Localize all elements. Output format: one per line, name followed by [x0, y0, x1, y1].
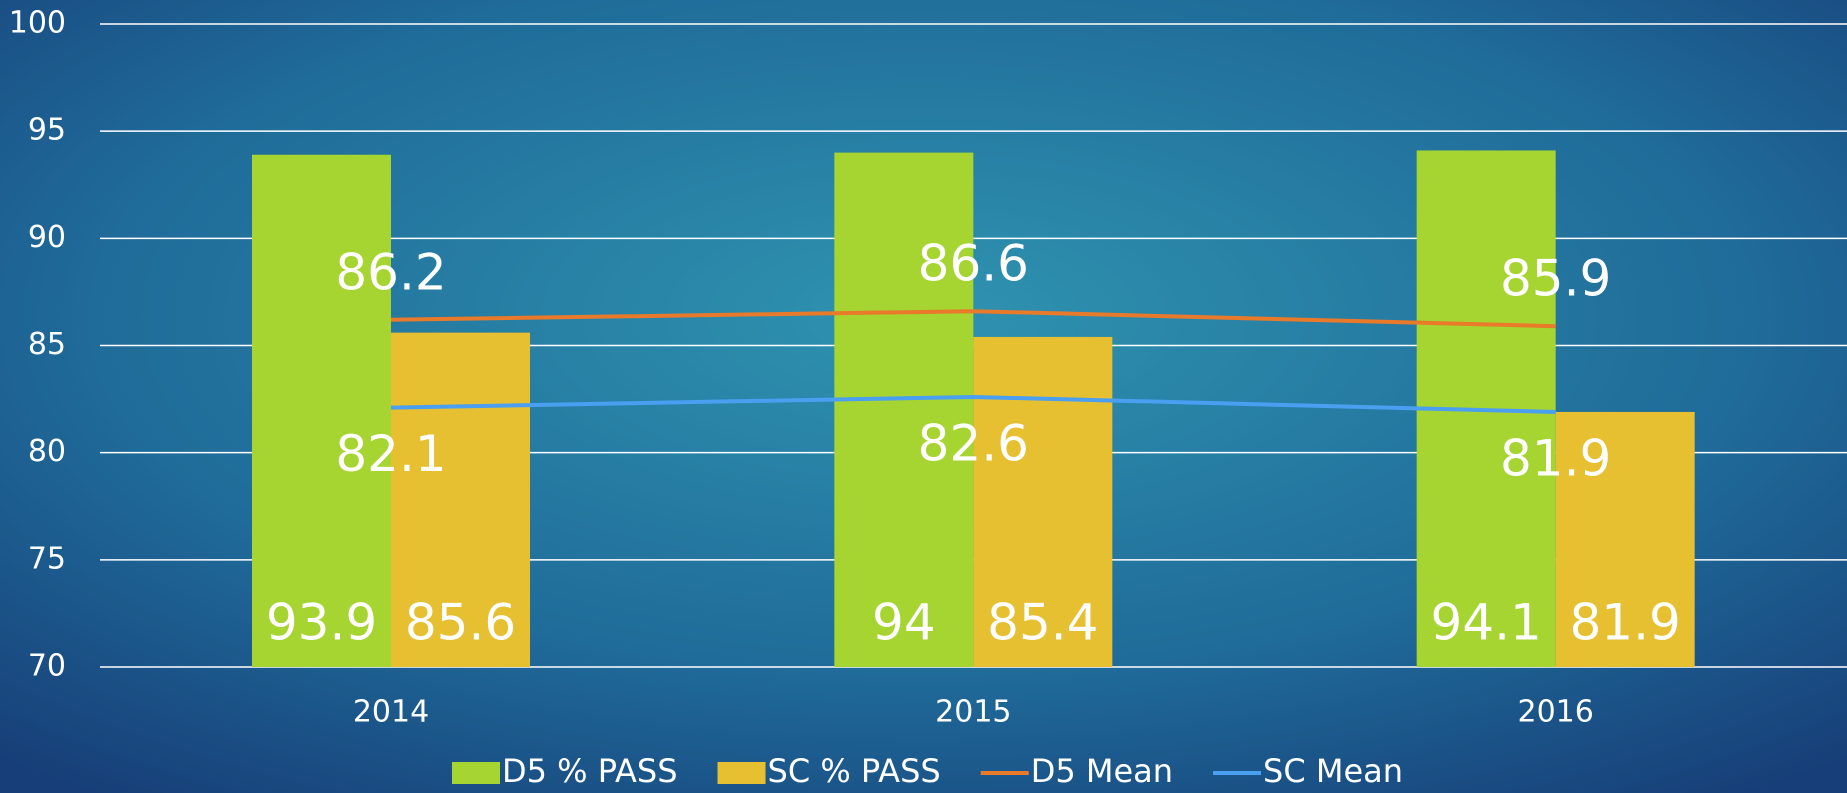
y-tick-label: 80 [28, 434, 66, 469]
bar-label: 94 [872, 594, 936, 652]
bar [391, 332, 530, 667]
y-tick-label: 100 [9, 6, 66, 41]
legend-label: D5 Mean [1031, 752, 1173, 790]
bar-label: 81.9 [1570, 594, 1681, 652]
y-tick-label: 70 [28, 649, 66, 684]
legend-label: SC Mean [1263, 752, 1403, 790]
y-tick-label: 75 [28, 541, 66, 576]
legend-swatch [717, 762, 766, 784]
y-tick-label: 85 [28, 327, 66, 362]
bar [1555, 411, 1695, 667]
line [390, 309, 1556, 329]
bar [973, 336, 1113, 667]
legend-label: SC % PASS [768, 752, 941, 790]
bar-label: 94.1 [1431, 594, 1542, 652]
y-tick-label: 95 [28, 113, 66, 148]
bar-label: 85.4 [987, 594, 1098, 652]
line-label: 86.6 [918, 235, 1029, 293]
bar [834, 152, 974, 668]
line [390, 394, 1556, 414]
line-label: 82.1 [335, 425, 446, 483]
bar [252, 154, 391, 667]
bar-label: 93.9 [266, 594, 377, 652]
line-label: 86.2 [335, 243, 446, 301]
line-label: 82.6 [918, 414, 1029, 472]
line-label: 81.9 [1500, 429, 1611, 487]
legend-label: D5 % PASS [502, 752, 678, 790]
line-label: 85.9 [1500, 250, 1611, 308]
bar-label: 85.6 [405, 594, 516, 652]
y-tick-label: 90 [28, 220, 66, 255]
x-tick-label: 2014 [353, 695, 429, 730]
legend-swatch [452, 762, 500, 784]
x-tick-label: 2015 [935, 695, 1011, 730]
x-tick-label: 2016 [1517, 695, 1593, 730]
